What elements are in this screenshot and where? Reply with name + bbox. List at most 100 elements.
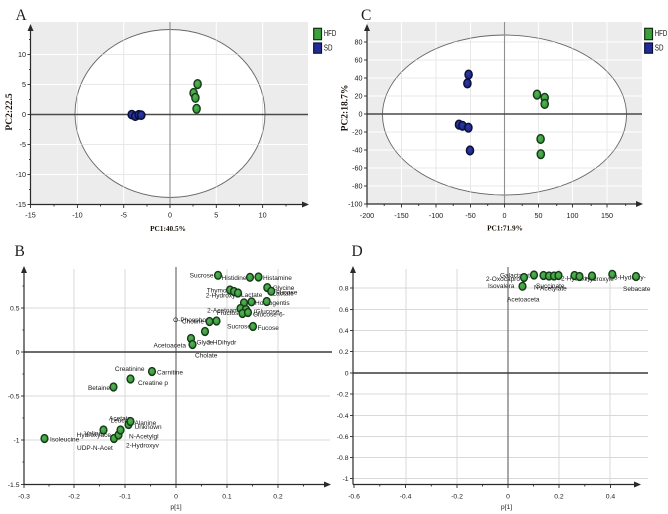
svg-text:0: 0 (168, 211, 172, 220)
svg-text:p[1]: p[1] (501, 504, 512, 511)
svg-text:Glyce: Glyce (197, 340, 214, 347)
svg-text:Fucose: Fucose (276, 290, 298, 297)
svg-text:Succinate: Succinate (536, 283, 565, 290)
svg-text:-20: -20 (352, 128, 362, 137)
svg-text:Carnitine: Carnitine (157, 370, 183, 377)
svg-text:Hydroxyle: Hydroxyle (585, 276, 614, 283)
svg-text:HFD: HFD (655, 29, 668, 38)
svg-text:-1.5: -1.5 (8, 482, 20, 489)
svg-text:HFD: HFD (324, 29, 337, 38)
svg-text:0.1: 0.1 (222, 494, 232, 501)
svg-text:Isoleucine: Isoleucine (50, 437, 80, 444)
svg-text:100: 100 (567, 211, 579, 220)
svg-text:Acetoaceta: Acetoaceta (507, 297, 540, 304)
svg-text:10: 10 (259, 211, 267, 220)
svg-text:-0.8: -0.8 (337, 455, 349, 462)
svg-text:-0.2: -0.2 (337, 392, 349, 399)
svg-text:Alanine: Alanine (135, 420, 157, 427)
svg-text:20: 20 (355, 92, 363, 101)
svg-text:Histamine: Histamine (263, 275, 292, 282)
svg-text:-15: -15 (25, 211, 35, 220)
svg-text:A: A (16, 7, 28, 24)
svg-text:2-Hydroxyv: 2-Hydroxyv (126, 443, 160, 450)
svg-text:10: 10 (18, 50, 26, 59)
svg-text:2-Acetoami: 2-Acetoami (207, 308, 240, 315)
svg-text:Fructose: Fructose (217, 310, 243, 317)
svg-text:Homogentis: Homogentis (255, 300, 290, 307)
svg-text:Fucose: Fucose (258, 325, 280, 332)
svg-text:3-HDihydr: 3-HDihydr (207, 340, 237, 347)
svg-text:Sucrose: Sucrose (227, 324, 251, 331)
svg-text:0.2: 0.2 (339, 349, 349, 356)
svg-text:Choline: Choline (182, 319, 204, 326)
svg-text:Cholate: Cholate (195, 353, 218, 360)
svg-text:-200: -200 (360, 211, 374, 220)
svg-text:0.4: 0.4 (606, 494, 616, 501)
svg-text:C: C (361, 7, 371, 24)
svg-text:Glucose-6-: Glucose-6- (253, 312, 285, 319)
svg-text:0: 0 (22, 110, 26, 119)
svg-text:-0.4: -0.4 (337, 413, 349, 420)
svg-text:0.8: 0.8 (339, 286, 349, 293)
svg-text:0.6: 0.6 (339, 307, 349, 314)
svg-text:Glycine: Glycine (273, 285, 295, 292)
svg-text:SD: SD (655, 44, 664, 53)
svg-text:0: 0 (503, 211, 507, 220)
svg-text:(Glucose: (Glucose (254, 309, 280, 316)
svg-text:-50: -50 (465, 211, 475, 220)
svg-text:-80: -80 (352, 182, 362, 191)
svg-text:0: 0 (345, 371, 349, 378)
svg-text:-10: -10 (16, 170, 26, 179)
svg-text:0: 0 (359, 110, 363, 119)
svg-text:p[1]: p[1] (170, 504, 181, 511)
svg-text:-60: -60 (352, 164, 362, 173)
svg-text:-15: -15 (16, 200, 26, 209)
svg-text:Acetate: Acetate (109, 416, 131, 423)
svg-text:Acetoaceta: Acetoaceta (153, 343, 186, 350)
svg-text:Acetylate: Acetylate (540, 286, 567, 293)
svg-text:Galactarat: Galactarat (500, 273, 530, 280)
svg-text:0.2: 0.2 (273, 494, 283, 501)
svg-text:-5: -5 (120, 211, 126, 220)
svg-text:B: B (15, 243, 25, 260)
svg-text:SD: SD (324, 44, 333, 53)
svg-text:Hydroxyace: Hydroxyace (77, 432, 112, 439)
svg-text:40: 40 (355, 74, 363, 83)
svg-text:-0.1: -0.1 (119, 494, 131, 501)
svg-text:N-Acetylgl: N-Acetylgl (129, 434, 159, 441)
svg-text:-0.2: -0.2 (68, 494, 80, 501)
svg-text:Histidine: Histidine (222, 275, 247, 282)
svg-text:-40: -40 (352, 146, 362, 155)
svg-text:Betaine: Betaine (88, 385, 110, 392)
svg-text:150: 150 (601, 211, 613, 220)
svg-text:-10: -10 (72, 211, 82, 220)
svg-text:-1: -1 (342, 476, 348, 483)
svg-text:2-Oxocapro: 2-Oxocapro (486, 276, 520, 283)
svg-text:PC1:71.9%: PC1:71.9% (487, 224, 523, 233)
svg-text:Unknown: Unknown (135, 424, 162, 431)
svg-text:0: 0 (16, 350, 20, 357)
svg-text:PC2:22.5: PC2:22.5 (5, 93, 15, 130)
svg-text:-0.6: -0.6 (337, 434, 349, 441)
svg-text:0.2: 0.2 (554, 494, 564, 501)
svg-text:3-Hydroxy-: 3-Hydroxy- (614, 275, 646, 282)
svg-text:Creatinine: Creatinine (115, 366, 145, 373)
svg-text:2-Hydroxyb: 2-Hydroxyb (206, 293, 240, 300)
svg-text:0.4: 0.4 (339, 328, 349, 335)
svg-text:-1: -1 (13, 438, 19, 445)
svg-text:Creatine p: Creatine p (138, 380, 168, 387)
svg-text:-0.2: -0.2 (451, 494, 463, 501)
svg-text:-0.5: -0.5 (8, 394, 20, 401)
svg-text:Sebacate: Sebacate (623, 286, 651, 293)
svg-text:5: 5 (22, 80, 26, 89)
svg-text:PC2:18.7%: PC2:18.7% (341, 85, 351, 132)
svg-text:80: 80 (355, 38, 363, 47)
svg-text:N-: N- (534, 285, 541, 292)
svg-text:Thymol: Thymol (207, 288, 229, 295)
svg-text:-0.3: -0.3 (18, 494, 30, 501)
svg-text:UDP-N-Acet: UDP-N-Acet (77, 445, 113, 452)
svg-text:-5: -5 (20, 140, 26, 149)
svg-text:Lactate: Lactate (273, 291, 295, 298)
svg-text:PC1:40.5%: PC1:40.5% (150, 224, 186, 233)
svg-text:D: D (352, 243, 363, 260)
